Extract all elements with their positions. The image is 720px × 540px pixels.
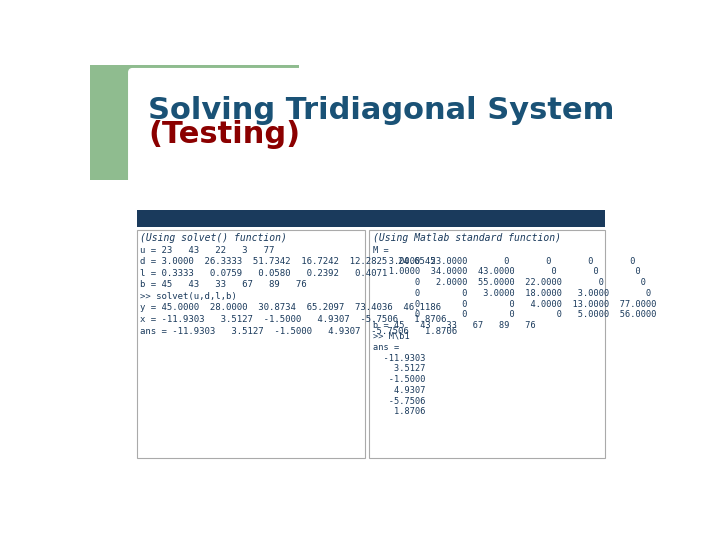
Text: (Using solvet() function): (Using solvet() function) bbox=[140, 233, 287, 242]
Text: -1.5000: -1.5000 bbox=[373, 375, 426, 384]
Text: ans = -11.9303   3.5127  -1.5000   4.9307  -5.7506   1.8706: ans = -11.9303 3.5127 -1.5000 4.9307 -5.… bbox=[140, 327, 457, 335]
Bar bbox=[369, 231, 606, 457]
Text: 1.0000  34.0000  43.0000       0       0       0: 1.0000 34.0000 43.0000 0 0 0 bbox=[373, 267, 641, 276]
Text: >> M\b1: >> M\b1 bbox=[373, 332, 410, 341]
FancyBboxPatch shape bbox=[129, 69, 644, 461]
Text: (Testing): (Testing) bbox=[148, 120, 300, 149]
Text: x = -11.9303   3.5127  -1.5000   4.9307  -5.7506   1.8706: x = -11.9303 3.5127 -1.5000 4.9307 -5.75… bbox=[140, 315, 446, 324]
Text: ans =: ans = bbox=[373, 343, 399, 352]
Text: 1.8706: 1.8706 bbox=[373, 408, 426, 416]
Text: u = 23   43   22   3   77: u = 23 43 22 3 77 bbox=[140, 246, 275, 255]
Text: -11.9303: -11.9303 bbox=[373, 354, 426, 362]
Bar bbox=[137, 210, 606, 226]
Text: M =: M = bbox=[373, 246, 389, 255]
Text: >> solvet(u,d,l,b): >> solvet(u,d,l,b) bbox=[140, 292, 237, 301]
Text: 3.5127: 3.5127 bbox=[373, 364, 426, 373]
Text: 0   2.0000  55.0000  22.0000       0       0: 0 2.0000 55.0000 22.0000 0 0 bbox=[373, 278, 646, 287]
Text: 0        0   3.0000  18.0000   3.0000       0: 0 0 3.0000 18.0000 3.0000 0 bbox=[373, 289, 651, 298]
Text: (Using Matlab standard function): (Using Matlab standard function) bbox=[373, 233, 561, 242]
Text: d = 3.0000  26.3333  51.7342  16.7242  12.2825  24.6545: d = 3.0000 26.3333 51.7342 16.7242 12.28… bbox=[140, 257, 436, 266]
Bar bbox=[90, 65, 300, 180]
Text: Solving Tridiagonal System: Solving Tridiagonal System bbox=[148, 96, 614, 125]
Text: l = 0.3333   0.0759   0.0580   0.2392   0.4071: l = 0.3333 0.0759 0.0580 0.2392 0.4071 bbox=[140, 269, 387, 278]
Text: b = 45   43   33   67   89   76: b = 45 43 33 67 89 76 bbox=[140, 280, 307, 289]
Bar bbox=[137, 231, 365, 457]
Text: 0        0        0   4.0000  13.0000  77.0000: 0 0 0 4.0000 13.0000 77.0000 bbox=[373, 300, 657, 309]
Text: b = 45   43   33   67   89   76: b = 45 43 33 67 89 76 bbox=[373, 321, 536, 330]
Text: 4.9307: 4.9307 bbox=[373, 386, 426, 395]
Text: 3.0000  23.0000       0       0       0       0: 3.0000 23.0000 0 0 0 0 bbox=[373, 256, 635, 266]
Text: -5.7506: -5.7506 bbox=[373, 397, 426, 406]
Text: 0        0        0        0   5.0000  56.0000: 0 0 0 0 5.0000 56.0000 bbox=[373, 310, 657, 320]
Text: y = 45.0000  28.0000  30.8734  65.2097  73.4036  46.1186: y = 45.0000 28.0000 30.8734 65.2097 73.4… bbox=[140, 303, 441, 313]
